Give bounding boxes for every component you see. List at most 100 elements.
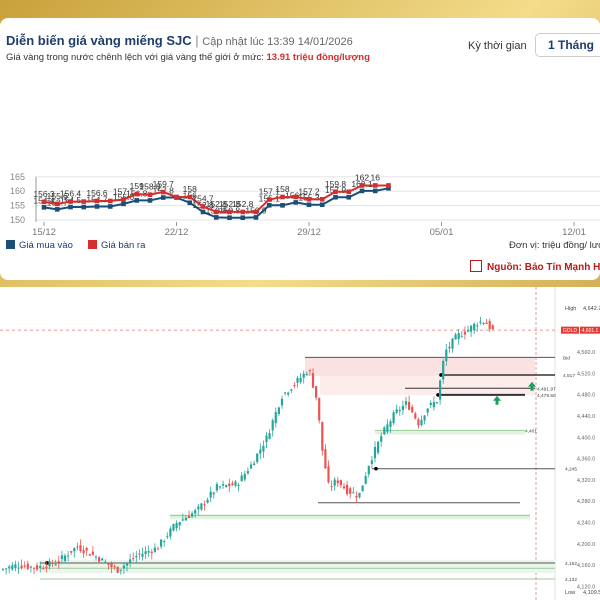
sell-price-point	[213, 209, 219, 215]
candle-down	[203, 504, 206, 506]
candle-up	[14, 564, 17, 569]
candle-up	[73, 547, 76, 552]
candle-up	[404, 401, 408, 405]
candle-down	[132, 558, 135, 560]
sell-price-point	[200, 204, 206, 209]
candle-down	[107, 563, 110, 565]
high-label: High	[565, 306, 576, 312]
buy-data-label: 155.6	[113, 192, 135, 202]
unit-label: Đơn vị: triệu đồng/ lượng	[509, 240, 600, 251]
gold-candlestick-chart: 4,560.0 4,520.0 4,480.0 4,440.0 4,400.0 4,360…	[0, 287, 600, 600]
candle-up	[432, 402, 435, 408]
sell-price-point	[359, 183, 365, 188]
price-zone	[375, 430, 525, 435]
candle-up	[470, 325, 473, 332]
candle-up	[367, 465, 370, 475]
candle-up	[262, 445, 265, 452]
sell-price-point	[280, 194, 285, 200]
candle-up	[234, 481, 237, 486]
sell-data-label: 162	[355, 172, 369, 182]
candle-down	[417, 419, 420, 426]
candle-down	[318, 397, 321, 421]
candle-up	[426, 408, 429, 413]
buy-price-point	[81, 204, 87, 210]
candle-down	[408, 401, 411, 410]
candle-down	[76, 546, 79, 548]
buy-price-point	[359, 188, 365, 194]
candle-down	[414, 413, 417, 419]
sell-price-point	[306, 196, 312, 202]
candle-down	[32, 567, 36, 569]
candle-up	[144, 551, 147, 555]
candle-down	[324, 449, 327, 469]
candle-up	[1, 568, 5, 570]
y-tick-label: 160	[10, 186, 25, 196]
sell-data-label: 152.8	[219, 199, 241, 209]
candle-up	[479, 321, 482, 323]
level-label: 4,479.50	[537, 393, 556, 399]
candle-down	[311, 373, 315, 388]
sell-price-point	[346, 189, 352, 195]
price-zone	[305, 357, 535, 377]
sell-price-point	[293, 194, 299, 200]
candle-down	[491, 325, 494, 330]
candle-up	[249, 464, 253, 469]
candle-up	[11, 565, 14, 570]
candle-up	[206, 499, 209, 503]
legend-swatch-sell	[88, 240, 97, 249]
level-anchor-dot	[374, 466, 378, 471]
candle-down	[485, 322, 488, 325]
sell-data-label: 156.4	[60, 189, 82, 199]
price-tick-label: 4,280.0	[577, 499, 595, 505]
sell-price-point	[107, 198, 113, 204]
candle-up	[476, 325, 479, 327]
candle-down	[336, 480, 339, 484]
candle-up	[54, 564, 57, 566]
candle-down	[315, 386, 318, 398]
candle-up	[178, 522, 181, 526]
sell-price-point	[266, 197, 272, 202]
period-select[interactable]: 1 Tháng	[535, 33, 600, 57]
candle-down	[411, 406, 414, 413]
candle-up	[5, 568, 8, 570]
candle-up	[153, 547, 156, 552]
candle-up	[383, 427, 386, 435]
level-anchor-dot	[45, 561, 49, 565]
candle-down	[293, 385, 296, 387]
candle-down	[327, 466, 330, 483]
price-tick-label: 4,480.0	[577, 393, 595, 399]
candle-up	[302, 373, 305, 378]
price-zone	[320, 376, 535, 396]
level-anchor-dot	[439, 373, 443, 377]
buy-price-point	[94, 204, 100, 209]
buy-price-point	[200, 209, 206, 215]
symbol-badge	[561, 326, 579, 334]
candle-up	[237, 485, 240, 487]
candle-up	[101, 558, 104, 561]
candle-down	[42, 568, 45, 570]
chart-subtitle: Giá vàng trong nước chênh lệch với giá v…	[6, 52, 370, 63]
level-label: 4,491.97	[537, 386, 556, 392]
candle-up	[191, 513, 194, 517]
candle-down	[20, 565, 23, 569]
candle-up	[401, 405, 404, 411]
buy-price-point	[147, 198, 153, 203]
candle-up	[373, 446, 377, 459]
candle-down	[79, 545, 82, 552]
x-tick-label: 15/12	[32, 227, 56, 238]
spread-value: 13.91 triệu đồng/lượng	[266, 52, 370, 63]
sell-data-label: 157.2	[298, 186, 320, 196]
price-tick-label: 4,400.0	[577, 435, 595, 441]
buy-price-point	[41, 205, 47, 210]
sell-data-label: 152.8	[232, 199, 254, 209]
sell-data-label: 16	[371, 172, 381, 182]
level-label: 4,401	[525, 428, 537, 434]
candle-up	[67, 555, 70, 557]
candle-up	[135, 555, 138, 558]
candle-up	[259, 449, 262, 454]
candle-up	[389, 421, 392, 427]
price-tick-label: 4,320.0	[577, 478, 595, 484]
candle-down	[88, 554, 91, 556]
candle-down	[339, 480, 342, 486]
buy-price-point	[280, 203, 285, 208]
